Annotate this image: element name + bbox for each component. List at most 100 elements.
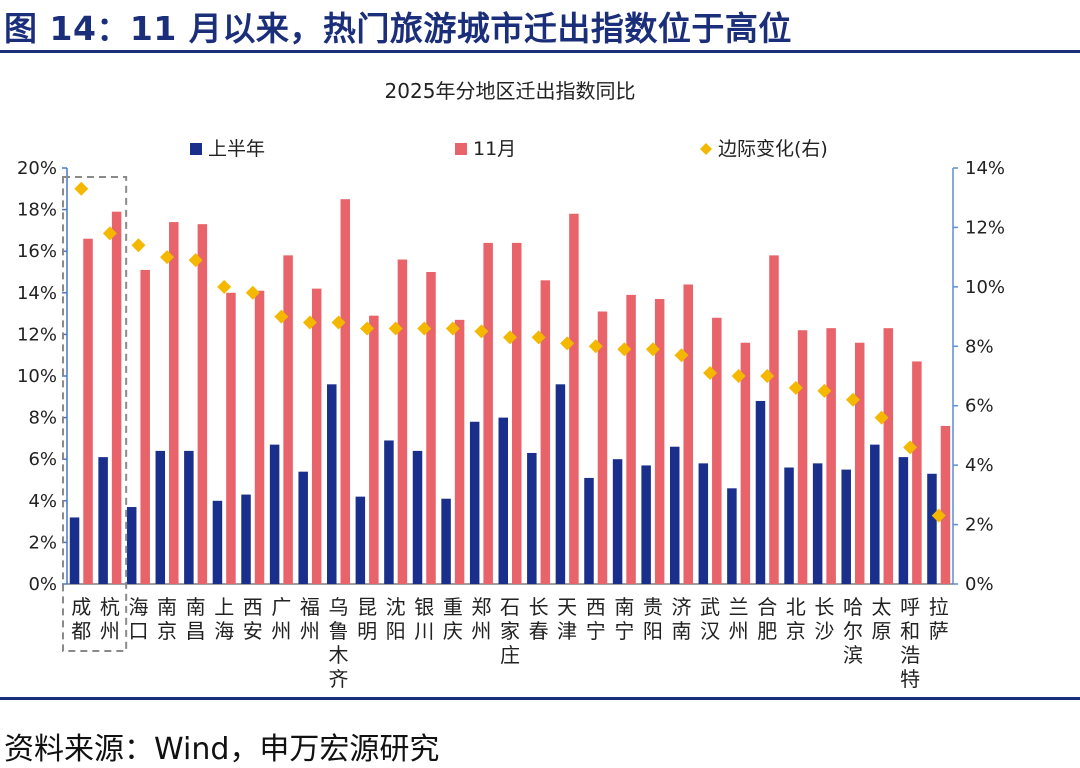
legend: 上半年 11月 边际变化(右) [190, 138, 828, 160]
bar-h1 [355, 496, 366, 584]
category-label: 杭州 [100, 595, 120, 643]
marker-change [703, 366, 718, 381]
bar-h1 [412, 450, 423, 584]
bar-nov [569, 213, 579, 584]
left-tick-label: 12% [17, 324, 57, 345]
marker-change [617, 342, 632, 357]
bar-nov [397, 259, 408, 584]
bar-nov [369, 315, 379, 584]
category-label: 天津 [557, 595, 577, 643]
marker-change [645, 342, 660, 357]
bar-nov [311, 288, 322, 584]
bar-h1 [527, 452, 537, 584]
marker-change [360, 321, 375, 336]
bar-nov [654, 299, 665, 584]
series-h1-bars [69, 384, 937, 584]
bar-h1 [184, 450, 194, 584]
bar-nov [712, 317, 722, 584]
legend-label: 边际变化(右) [718, 138, 828, 160]
category-label: 南宁 [614, 595, 634, 643]
chart: 2025年分地区迁出指数同比 上半年 11月 边际变化(右) 0% 2% 4% 6% 8% 1… [17, 79, 1005, 691]
bar-h1 [155, 450, 166, 584]
marker-change [188, 253, 203, 268]
legend-swatch [700, 143, 712, 155]
category-label: 西安 [243, 595, 263, 643]
bar-h1 [126, 507, 137, 584]
marker-change [817, 383, 832, 398]
marker-change [731, 369, 746, 383]
marker-change [503, 330, 517, 345]
bar-nov [540, 280, 551, 584]
right-tick-label: 10% [965, 277, 1005, 298]
marker-change [388, 321, 403, 336]
left-tick-label: 6% [28, 449, 57, 470]
right-tick-label: 0% [965, 574, 994, 595]
right-tick-label: 6% [965, 396, 994, 417]
bar-h1 [612, 459, 623, 584]
category-label: 海口 [128, 595, 148, 643]
bar-h1 [584, 477, 594, 584]
left-tick-label: 18% [17, 200, 57, 221]
bar-h1 [927, 473, 937, 584]
bar-h1 [212, 500, 223, 584]
category-label: 长沙 [814, 595, 834, 643]
bar-nov [169, 222, 179, 584]
source-note: 资料来源：Wind，申万宏源研究 [4, 732, 440, 767]
category-label: 石家庄 [500, 595, 520, 667]
left-tick-label: 4% [28, 491, 57, 512]
bar-h1 [298, 471, 308, 584]
category-label: 贵阳 [643, 595, 663, 643]
marker-change [160, 250, 175, 265]
left-tick-label: 10% [17, 366, 57, 387]
figure-title: 图 14：11 月以来，热门旅游城市迁出指数位于高位 [4, 9, 792, 48]
marker-change [845, 392, 860, 407]
bar-nov [626, 294, 636, 584]
marker-change [274, 309, 289, 324]
legend-swatch [190, 143, 202, 155]
marker-change [874, 410, 889, 425]
marker-change [131, 238, 146, 253]
marker-change [245, 285, 260, 300]
category-label: 兰州 [729, 595, 749, 643]
left-tick-label: 14% [17, 283, 57, 304]
bar-nov [826, 328, 836, 584]
bar-nov [940, 425, 951, 584]
category-label: 武汉 [700, 595, 720, 643]
right-tick-label: 14% [965, 158, 1005, 179]
category-label: 呼和浩特 [900, 595, 920, 691]
bar-h1 [870, 444, 880, 584]
bar-h1 [269, 444, 280, 584]
marker-change [760, 369, 775, 383]
category-label: 乌鲁木齐 [329, 595, 349, 691]
bar-nov [854, 342, 865, 584]
category-labels: 成都杭州海口南京南昌上海西安广州福州乌鲁木齐昆明沈阳银川重庆郑州石家庄长春天津西… [71, 595, 948, 691]
bar-nov [740, 342, 751, 584]
marker-change [331, 315, 346, 330]
bar-nov [140, 269, 150, 584]
bar-nov [883, 328, 894, 584]
bar-h1 [755, 400, 766, 584]
chart-title: 2025年分地区迁出指数同比 [385, 79, 636, 103]
bar-nov [912, 361, 922, 584]
category-label: 济南 [671, 595, 691, 643]
left-tick-label: 2% [28, 532, 57, 553]
right-tick-label: 2% [965, 515, 994, 536]
bar-nov [683, 284, 693, 584]
bar-h1 [841, 469, 851, 584]
marker-change [531, 330, 546, 345]
marker-change [445, 321, 460, 336]
series-nov-bars [83, 199, 951, 585]
axes: 0% 2% 4% 6% 8% 10% 12% 14% 16% 18% 20% 0% 2% 4% 6% 8% 10… [17, 158, 1005, 595]
bar-h1 [469, 421, 480, 584]
marker-change [560, 336, 575, 351]
footer-rule [0, 697, 1080, 700]
bar-nov [483, 242, 493, 584]
bar-nov [597, 311, 608, 584]
category-label: 成都 [71, 595, 91, 643]
bar-h1 [98, 457, 108, 584]
legend-label: 11月 [473, 138, 516, 160]
category-label: 郑州 [471, 595, 491, 643]
bar-h1 [384, 440, 394, 584]
title-rule [0, 50, 1080, 53]
highlight-box [62, 176, 128, 652]
